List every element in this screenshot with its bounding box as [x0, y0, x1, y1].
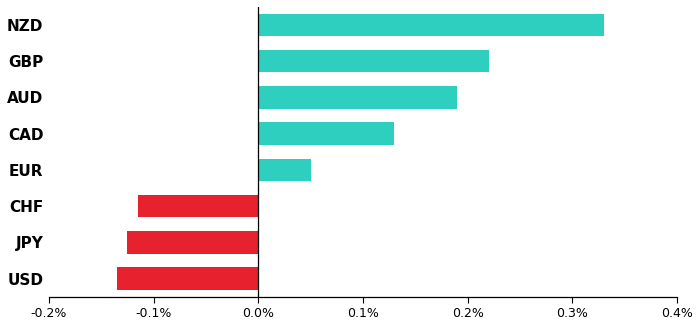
Bar: [258, 122, 394, 145]
Bar: [258, 50, 489, 73]
Bar: [258, 86, 457, 109]
Bar: [258, 14, 604, 36]
Bar: [258, 159, 311, 181]
Bar: [127, 231, 258, 253]
Bar: [138, 195, 258, 217]
Bar: [117, 267, 258, 290]
